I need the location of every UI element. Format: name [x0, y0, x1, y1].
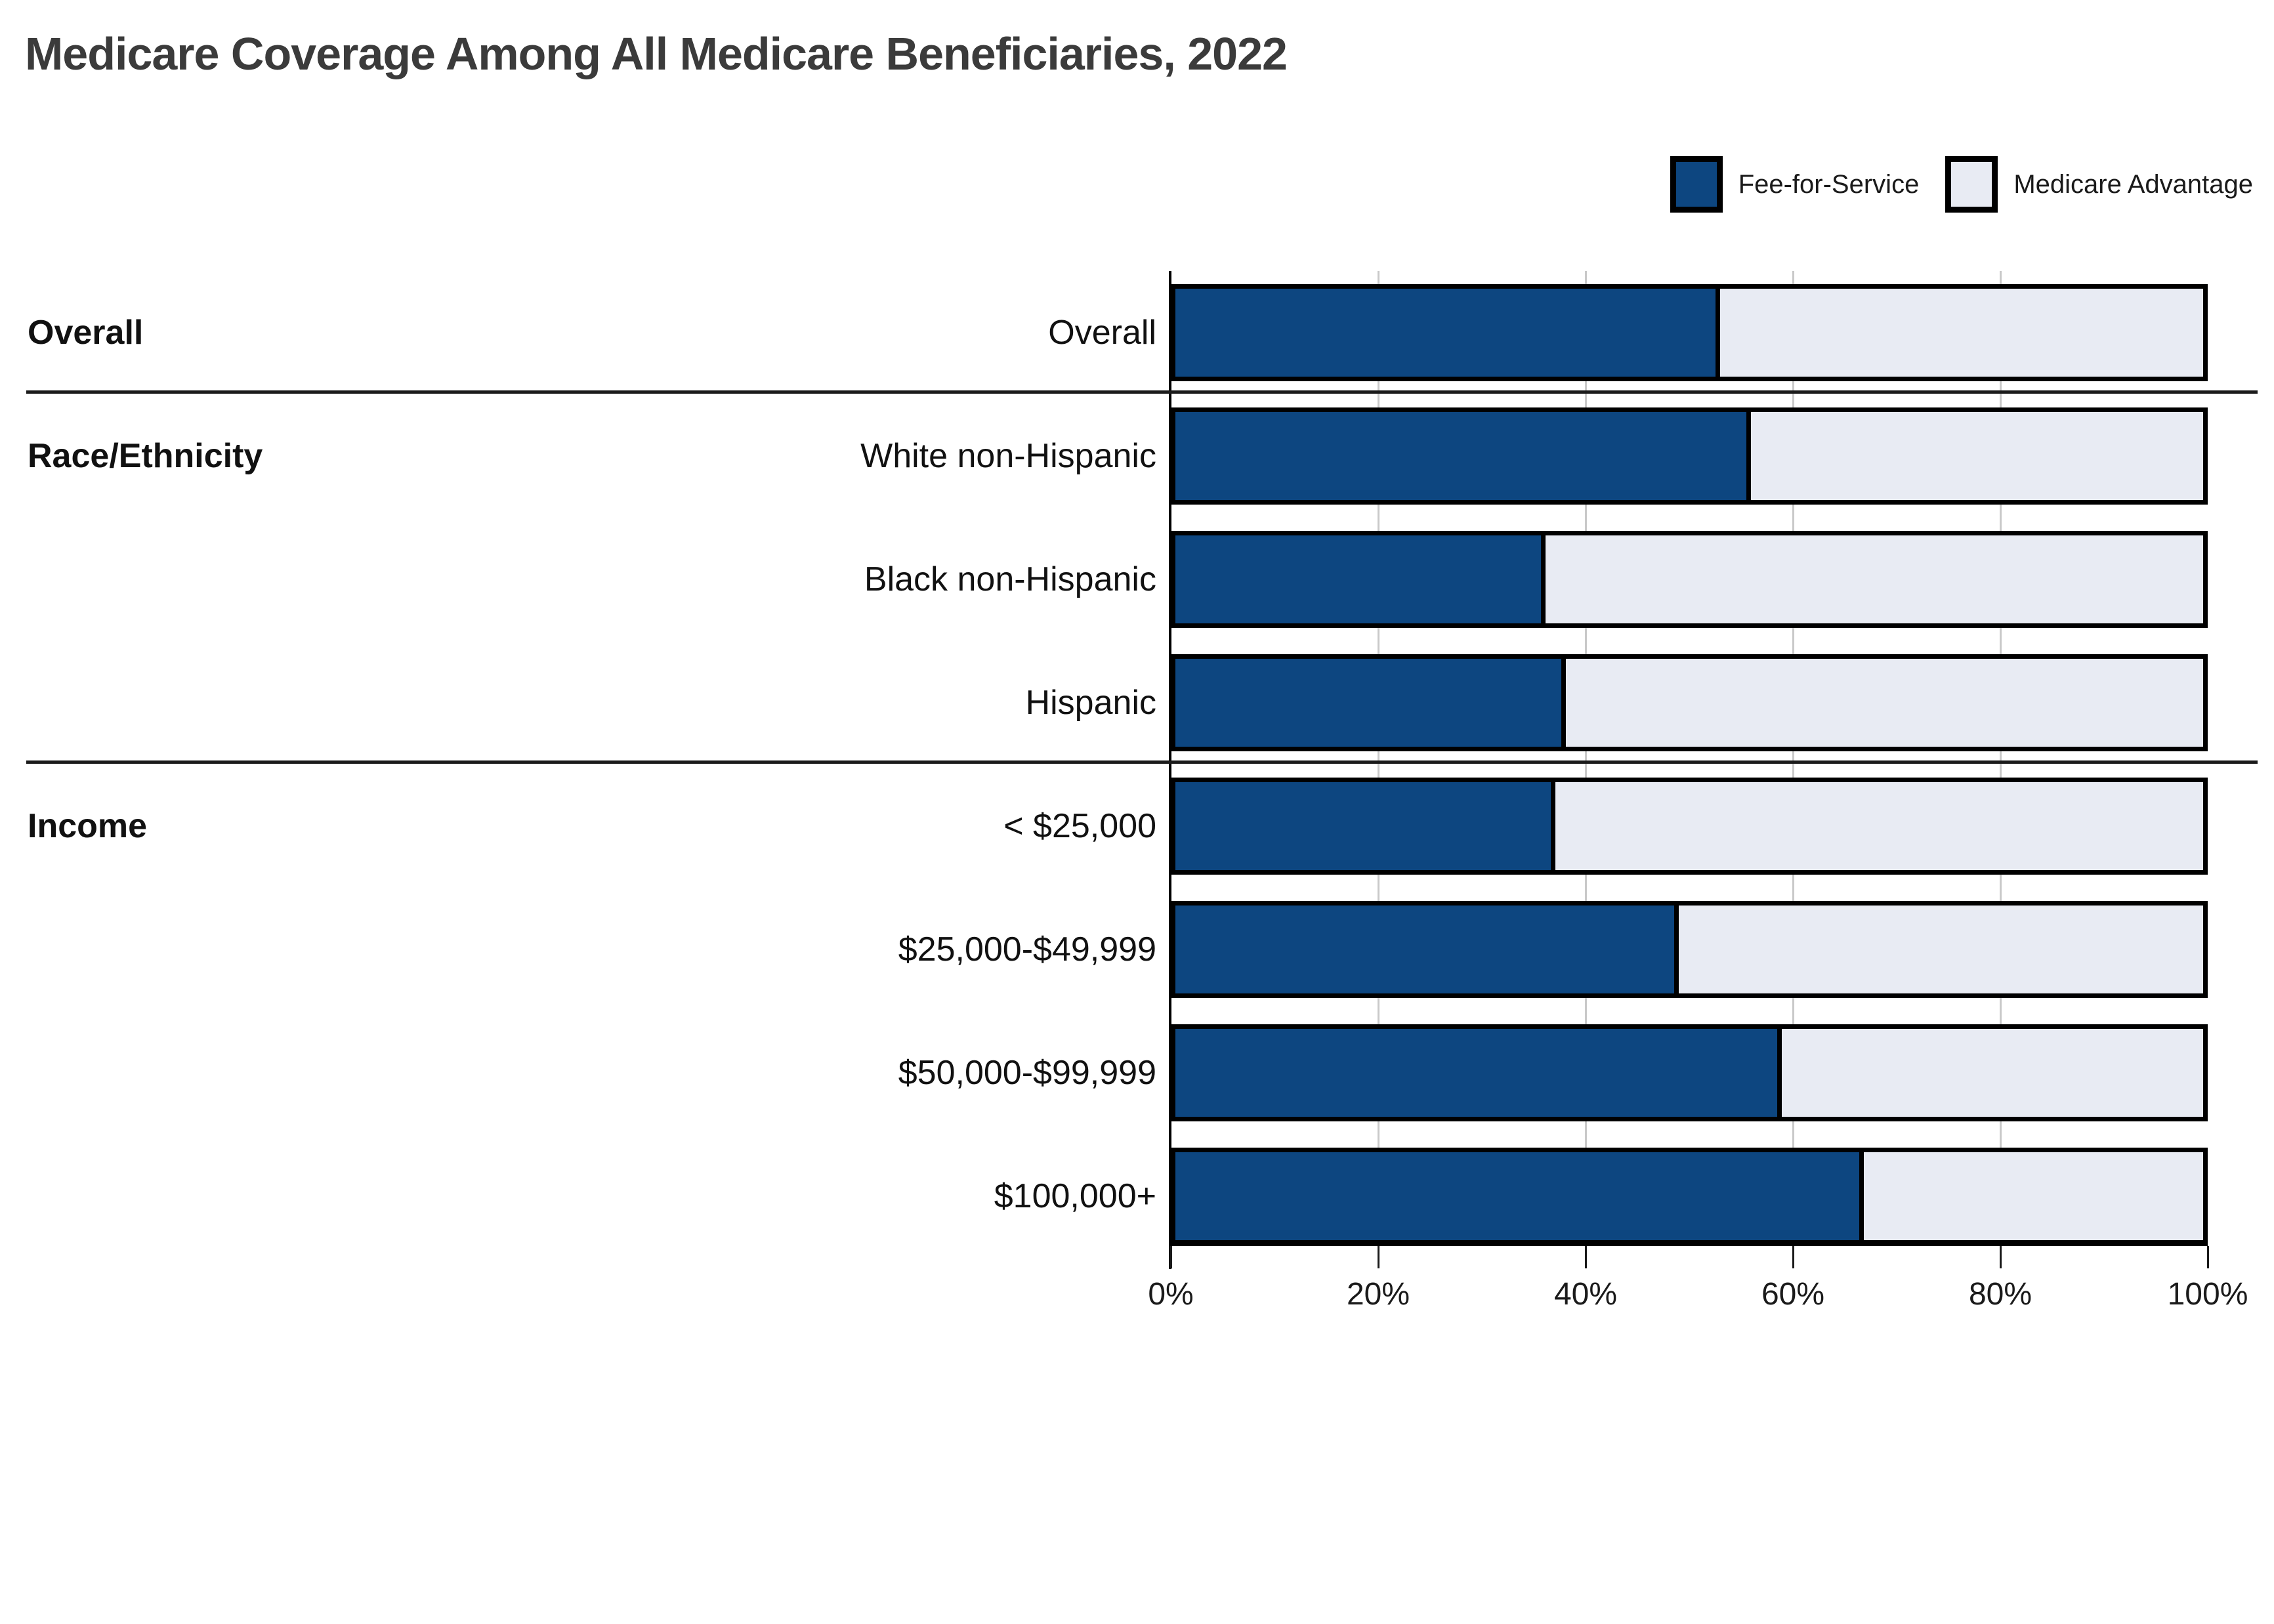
bar--25-000 [1171, 778, 2208, 875]
fee-for-service-segment [1175, 906, 1679, 993]
row-label--25-000-49-999: $25,000-$49,999 [898, 930, 1156, 968]
x-axis-tick-40 [1585, 1246, 1587, 1268]
row-label-overall: Overall [1048, 314, 1156, 352]
x-axis-tick-0 [1170, 1246, 1172, 1268]
fee-for-service-segment [1175, 1029, 1782, 1117]
x-axis-line [1171, 1243, 2208, 1246]
chart-title: Medicare Coverage Among All Medicare Ben… [25, 28, 1288, 79]
bar-hispanic [1171, 654, 2208, 751]
section-label-income: Income [28, 807, 148, 845]
row-label-hispanic: Hispanic [1025, 684, 1156, 722]
gridline-20 [1378, 271, 1379, 1245]
fee-for-service-segment [1175, 659, 1567, 747]
row-label--25-000: < $25,000 [1003, 807, 1156, 845]
gridline-40 [1585, 271, 1587, 1245]
row-label--50-000-99-999: $50,000-$99,999 [898, 1054, 1156, 1092]
x-axis-tick-60 [1792, 1246, 1794, 1268]
section-divider [26, 760, 2258, 764]
legend-label: Medicare Advantage [2013, 169, 2253, 199]
section-label-overall: Overall [28, 314, 144, 352]
bar--100-000- [1171, 1148, 2208, 1245]
fee-for-service-segment [1175, 535, 1546, 623]
fee-for-service-segment [1175, 289, 1720, 377]
bar-white-non-hispanic [1171, 407, 2208, 505]
row-label--100-000-: $100,000+ [994, 1177, 1156, 1215]
x-axis-tick-label: 100% [2167, 1277, 2248, 1312]
x-axis-tick-label: 80% [1968, 1277, 2032, 1312]
medicare-advantage-swatch [1945, 156, 1998, 213]
bar-overall [1171, 284, 2208, 381]
y-axis-line [1169, 271, 1171, 1269]
section-divider [26, 390, 2258, 394]
fee-for-service-segment [1175, 782, 1556, 870]
legend: Fee-for-Service Medicare Advantage [1670, 156, 2253, 213]
fee-for-service-segment [1175, 412, 1751, 500]
legend-item-medicare-advantage: Medicare Advantage [1945, 156, 2253, 213]
x-axis-tick-20 [1378, 1246, 1379, 1268]
fee-for-service-segment [1175, 1152, 1864, 1240]
legend-item-fee-for-service: Fee-for-Service [1670, 156, 1920, 213]
bar--25-000-49-999 [1171, 901, 2208, 998]
bar--50-000-99-999 [1171, 1024, 2208, 1121]
x-axis-tick-label: 0% [1148, 1277, 1194, 1312]
x-axis-tick-label: 20% [1346, 1277, 1410, 1312]
row-label-white-non-hispanic: White non-Hispanic [860, 437, 1156, 475]
gridline-60 [1792, 271, 1794, 1245]
fee-for-service-swatch [1670, 156, 1723, 213]
x-axis-tick-label: 40% [1553, 1277, 1618, 1312]
legend-label: Fee-for-Service [1738, 169, 1920, 199]
bar-black-non-hispanic [1171, 531, 2208, 628]
x-axis-tick-80 [2000, 1246, 2002, 1268]
section-label-race-ethnicity: Race/Ethnicity [28, 437, 263, 475]
gridline-80 [2000, 271, 2002, 1245]
row-label-black-non-hispanic: Black non-Hispanic [864, 560, 1156, 598]
x-axis-tick-label: 60% [1761, 1277, 1825, 1312]
x-axis-tick-100 [2207, 1246, 2209, 1268]
